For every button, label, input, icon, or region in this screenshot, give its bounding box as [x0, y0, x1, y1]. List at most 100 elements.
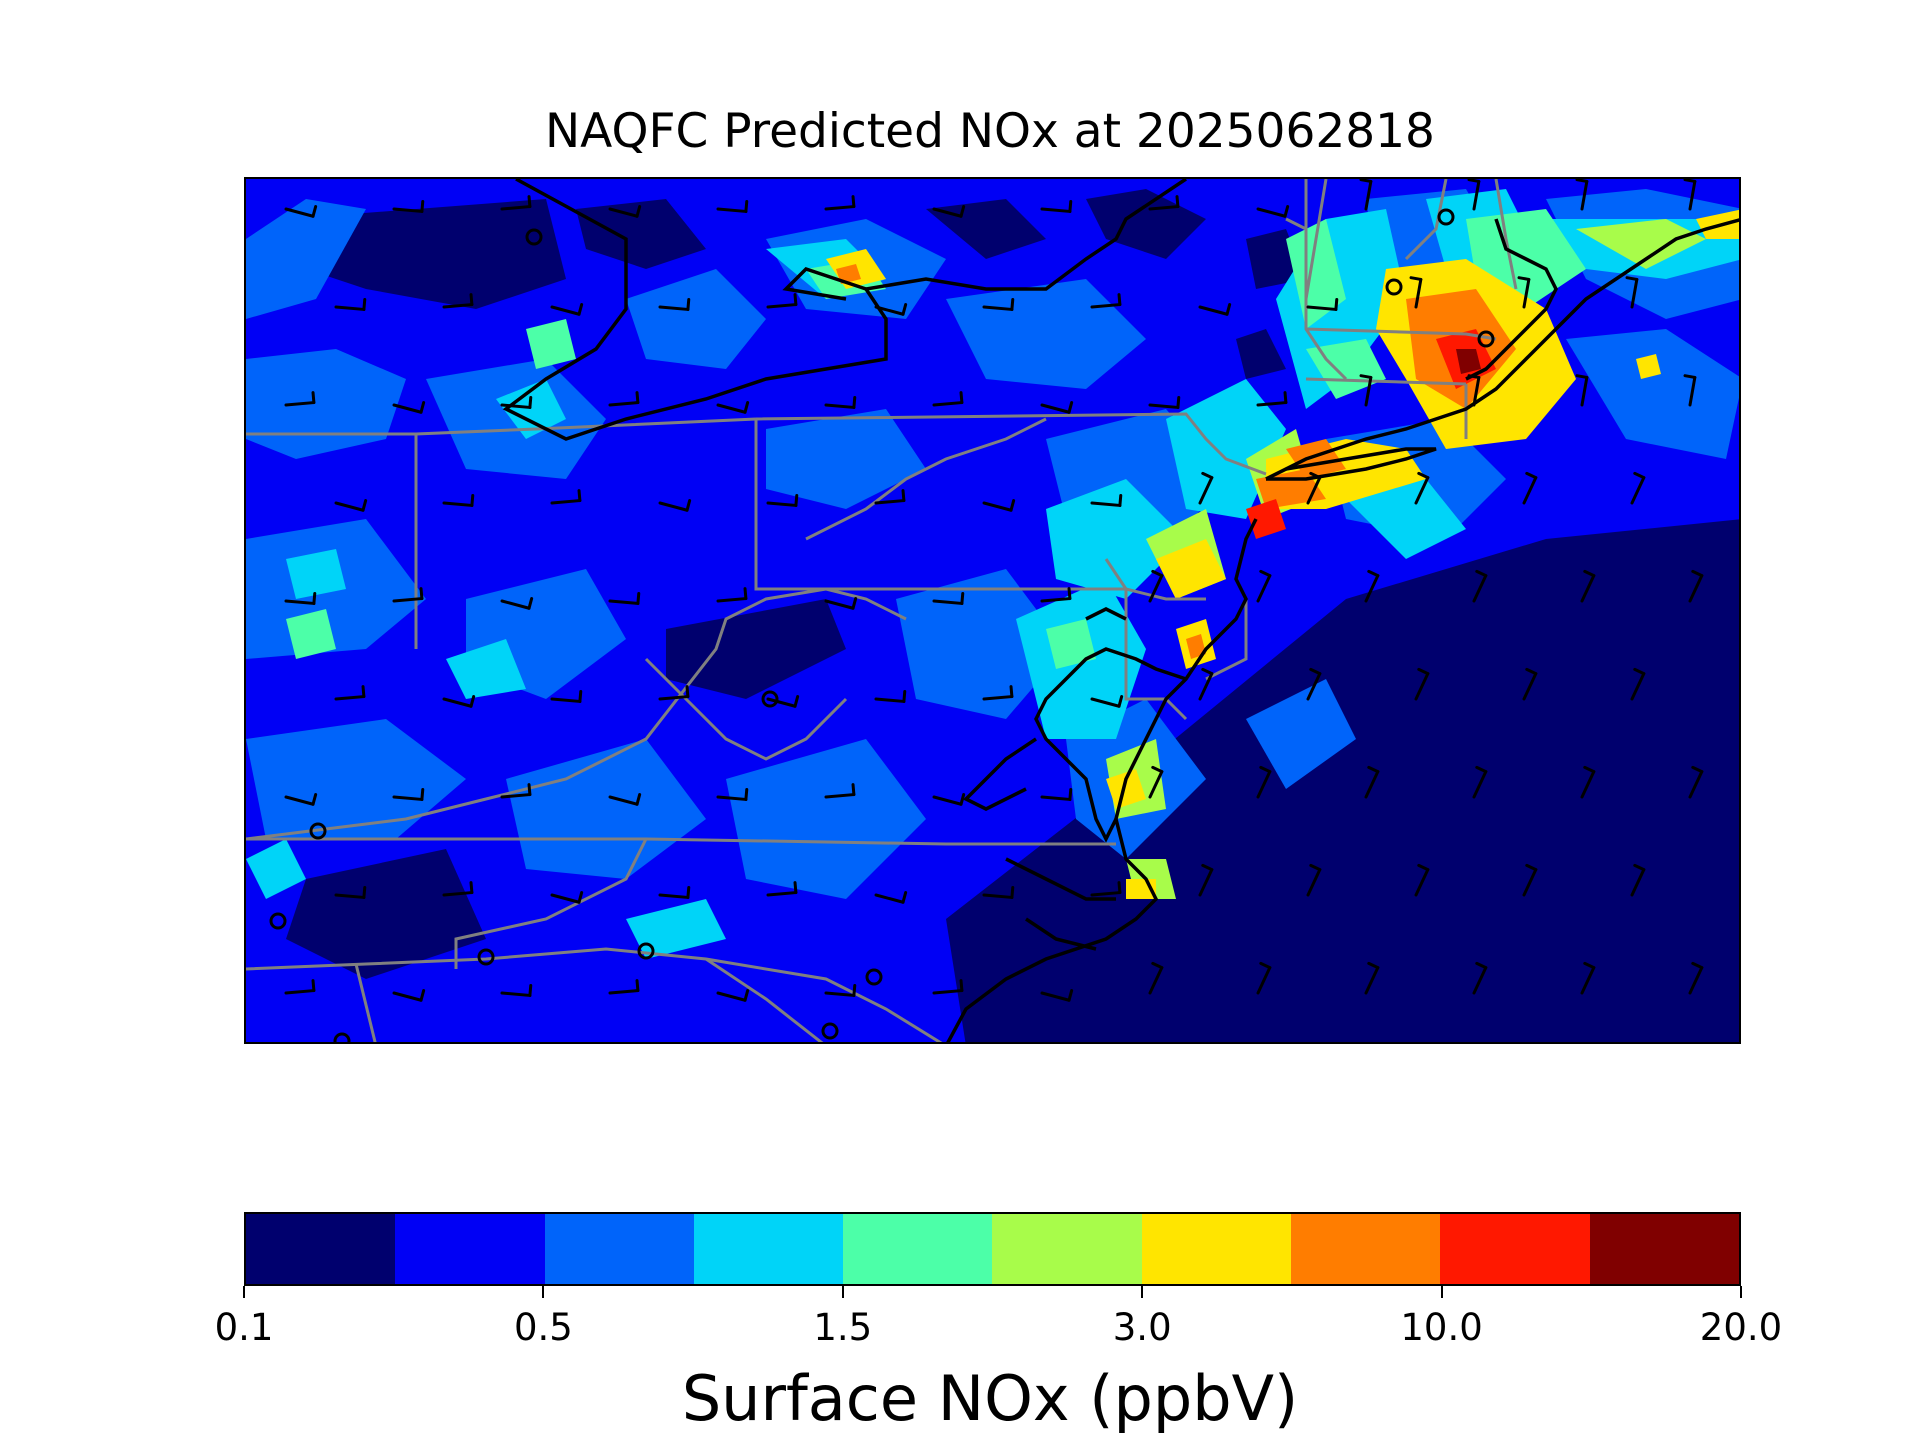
wind-barb-shaft: [550, 697, 582, 703]
wind-barb-shaft: [1306, 476, 1322, 505]
wind-barb-shaft: [608, 207, 639, 218]
wind-barb-shaft: [1414, 672, 1430, 701]
wind-barb-flag: [528, 395, 533, 409]
wind-barb-shaft: [608, 599, 640, 605]
wind-barb-shaft: [1148, 770, 1164, 799]
wind-barb-shaft: [1364, 770, 1380, 799]
wind-barb-flag: [1367, 765, 1380, 774]
wind-barb-shaft: [1522, 672, 1538, 701]
wind-barb-shaft: [500, 599, 531, 610]
colorbar-segment: [992, 1214, 1142, 1284]
wind-barb-flag: [635, 205, 642, 218]
colorbar-segment: [693, 1214, 844, 1284]
wind-barb-flag: [901, 303, 908, 316]
wind-barb-flag: [1151, 765, 1164, 774]
colorbar-tick: [1740, 1286, 1742, 1298]
wind-barb-flag: [1201, 471, 1214, 480]
wind-barb-shaft: [1472, 770, 1488, 799]
wind-barb-shaft: [284, 989, 316, 995]
wind-barb-flag: [1118, 493, 1123, 507]
wind-barb-shaft: [442, 891, 474, 897]
wind-barb-shaft: [608, 795, 639, 806]
wind-barb-flag: [470, 493, 475, 507]
wind-barb-shaft: [1630, 868, 1646, 897]
wind-barb-shaft: [1306, 868, 1322, 897]
wind-barb-flag: [1583, 765, 1596, 774]
wind-barb-shaft: [766, 303, 798, 309]
station-marker: [525, 228, 543, 246]
wind-barb-shaft: [766, 697, 797, 708]
wind-barb-flag: [1475, 569, 1488, 578]
wind-barb-flag: [960, 591, 965, 605]
wind-barb-flag: [419, 587, 424, 601]
wind-barb-shaft: [932, 207, 963, 218]
wind-barb-flag: [636, 591, 641, 605]
wind-barb-shaft: [1472, 179, 1481, 211]
station-marker: [865, 968, 883, 986]
wind-barb-shaft: [1306, 305, 1338, 311]
wind-barb-flag: [577, 891, 584, 904]
wind-barb-shaft: [716, 597, 748, 603]
wind-barb-shaft: [1364, 179, 1373, 211]
wind-barb-shaft: [1040, 991, 1071, 1002]
station-marker: [637, 942, 655, 960]
wind-barb-flag: [1067, 989, 1074, 1002]
wind-barb-shaft: [1090, 697, 1121, 708]
wind-barb-shaft: [716, 991, 747, 1002]
wind-barb-shaft: [1090, 501, 1122, 507]
wind-barb-shaft: [442, 697, 473, 708]
wind-barb-flag: [469, 881, 474, 895]
wind-barb-flag: [1259, 961, 1272, 970]
wind-barb-shaft: [392, 795, 424, 801]
wind-barb-shaft: [1256, 574, 1272, 603]
wind-barb-flag: [1151, 961, 1164, 970]
wind-barb-shaft: [1148, 574, 1164, 603]
colorbar: [244, 1212, 1741, 1286]
wind-barb-shaft: [392, 207, 424, 213]
wind-barb-shaft: [284, 599, 316, 605]
wind-barb-flag: [578, 689, 583, 703]
wind-barb-flag: [1633, 667, 1646, 676]
wind-barb-flag: [527, 597, 534, 610]
wind-barb-flag: [1068, 787, 1073, 801]
wind-barb-flag: [1575, 179, 1589, 183]
wind-barb-flag: [1151, 569, 1164, 578]
map-panel: [244, 177, 1741, 1044]
wind-barb-flag: [1367, 569, 1380, 578]
wind-barb-shaft: [932, 401, 964, 407]
wind-barb-flag: [1525, 863, 1538, 872]
wind-barb-flag: [1359, 374, 1373, 379]
wind-barb-shaft: [874, 305, 905, 316]
wind-barb-shaft: [442, 303, 474, 309]
wind-barb-shaft: [284, 401, 316, 407]
wind-barb-flag: [743, 587, 748, 601]
wind-barb-shaft: [1040, 207, 1072, 213]
wind-barb-shaft: [824, 205, 856, 211]
wind-barb-flag: [852, 395, 857, 409]
wind-barb-shaft: [716, 207, 748, 213]
wind-barb-shaft: [1256, 770, 1272, 799]
wind-barb-flag: [1009, 499, 1016, 512]
wind-barb-flag: [1691, 961, 1704, 970]
wind-barb-flag: [1525, 667, 1538, 676]
wind-barb-flag: [1683, 374, 1697, 379]
wind-barb-shaft: [1414, 868, 1430, 897]
wind-barb-flag: [959, 391, 964, 405]
wind-barb-flag: [1475, 961, 1488, 970]
wind-barb-flag: [1225, 303, 1232, 316]
wind-barb-shaft: [658, 305, 690, 311]
wind-barb-shaft: [1472, 375, 1481, 407]
wind-barb-flag: [1525, 471, 1538, 480]
wind-barb-shaft: [1198, 672, 1214, 701]
wind-barb-flag: [469, 293, 474, 307]
wind-barb-flag: [527, 783, 532, 797]
wind-barb-shaft: [874, 893, 905, 904]
wind-barb-flag: [1176, 395, 1181, 409]
colorbar-label: Surface NOx (ppbV): [681, 1362, 1299, 1435]
wind-barb-flag: [685, 685, 690, 699]
wind-barb-shaft: [334, 305, 366, 311]
wind-barb-flag: [793, 695, 800, 708]
wind-barb-flag: [311, 205, 318, 218]
wind-barb-shaft: [500, 205, 532, 211]
wind-barb-shaft: [1148, 403, 1180, 409]
